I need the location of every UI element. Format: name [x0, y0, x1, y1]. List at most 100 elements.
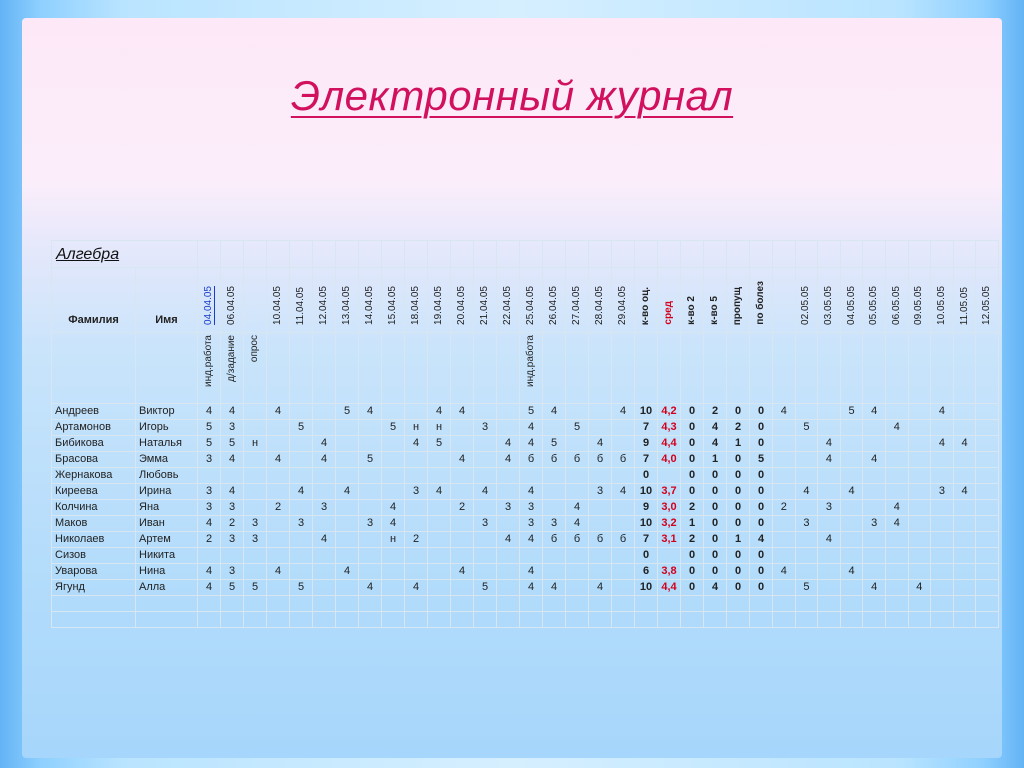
empty-cell [975, 579, 999, 596]
grade-cell [335, 451, 359, 468]
date-header: 11.05.05 [952, 267, 977, 333]
average-grade: 3,7 [657, 483, 681, 500]
empty-cell [839, 332, 864, 404]
student-row: Брасова Эмма 3 4 4 4 5 4 4 б б б б б 7 4,0 0 1 0 5 4 4 [51, 451, 999, 468]
empty-cell [289, 240, 313, 268]
empty-cell [975, 595, 999, 612]
grade-cell: 5 [197, 435, 221, 452]
surname-header: Фамилия [51, 267, 136, 333]
grade-cell [312, 547, 336, 564]
empty-cell [450, 240, 474, 268]
grade-cell [862, 499, 886, 516]
empty-cell [907, 332, 932, 404]
grade-cell [794, 563, 819, 580]
grade-cell: 4 [450, 451, 474, 468]
empty-cell [794, 332, 819, 404]
empty-cell [657, 240, 681, 268]
grade-cell: 4 [404, 435, 428, 452]
empty-cell [358, 240, 382, 268]
grade-cell: 3 [496, 499, 520, 516]
summary-header: сред [657, 267, 681, 333]
grade-cell [862, 547, 886, 564]
empty-cell [930, 611, 954, 628]
missed-count: 0 [726, 451, 750, 468]
grade-cell [839, 451, 864, 468]
grade-cell [862, 483, 886, 500]
missed-count: 0 [726, 467, 750, 484]
empty-cell [634, 332, 658, 404]
grade-cell: 3 [588, 483, 612, 500]
grade-cell: 5 [473, 579, 497, 596]
missed-count: 0 [726, 403, 750, 420]
grade-cell: 4 [450, 563, 474, 580]
grade-cell [312, 515, 336, 532]
empty-cell [542, 240, 566, 268]
student-surname: Бибикова [51, 435, 136, 452]
grade-cell: б [588, 531, 612, 548]
illness-count: 5 [749, 451, 773, 468]
grade-cell [817, 579, 841, 596]
grade-cell [266, 467, 290, 484]
missed-count: 2 [726, 419, 750, 436]
empty-cell [611, 611, 635, 628]
empty-cell [519, 240, 543, 268]
count-fives: 0 [703, 499, 727, 516]
grade-cell [381, 483, 405, 500]
grade-cell [335, 531, 359, 548]
date-header: 02.05.05 [794, 267, 819, 333]
grade-cell [220, 547, 244, 564]
grade-cell [381, 435, 405, 452]
grade-cell: 4 [884, 419, 909, 436]
grade-cell [907, 547, 932, 564]
grade-cell: 4 [312, 531, 336, 548]
grade-cell [839, 435, 864, 452]
grade-cell: 3 [794, 515, 819, 532]
empty-cell [634, 611, 658, 628]
grade-cell [907, 515, 932, 532]
grade-cell [473, 499, 497, 516]
empty-cell [839, 611, 864, 628]
grade-cell: 5 [289, 419, 313, 436]
work-type-header: опрос [243, 332, 267, 404]
grade-cell [930, 515, 954, 532]
grade-cell: 5 [519, 403, 543, 420]
grade-cell: 4 [907, 579, 932, 596]
empty-cell [450, 611, 474, 628]
illness-count: 0 [749, 547, 773, 564]
subject-label: Алгебра [51, 240, 198, 268]
grade-cell [588, 563, 612, 580]
grade-count: 0 [634, 467, 658, 484]
average-grade: 4,4 [657, 435, 681, 452]
grade-cell [884, 467, 909, 484]
grade-cell [473, 467, 497, 484]
date-header: 12.05.05 [975, 267, 999, 333]
count-twos: 0 [680, 483, 704, 500]
date-header-label: 28.04.05 [594, 286, 605, 325]
grade-count: 10 [634, 579, 658, 596]
grade-cell [266, 419, 290, 436]
empty-cell [817, 240, 841, 268]
grade-cell [839, 499, 864, 516]
average-grade: 4,2 [657, 403, 681, 420]
grade-cell [952, 579, 977, 596]
grade-cell: 3 [220, 419, 244, 436]
empty-row [51, 595, 999, 612]
grade-cell [427, 547, 451, 564]
grade-count: 10 [634, 515, 658, 532]
grade-cell [930, 579, 954, 596]
empty-cell [427, 595, 451, 612]
grade-cell [794, 435, 819, 452]
grade-cell: 4 [817, 531, 841, 548]
empty-cell [726, 611, 750, 628]
empty-cell [358, 595, 382, 612]
work-type-header [588, 332, 612, 404]
grade-cell [794, 531, 819, 548]
grade-cell [611, 435, 635, 452]
empty-cell [289, 595, 313, 612]
grade-cell [588, 547, 612, 564]
grade-cell [930, 531, 954, 548]
grade-cell [427, 531, 451, 548]
grade-cell: 4 [862, 579, 886, 596]
date-header-label: 09.05.05 [913, 286, 925, 325]
grade-cell: 3 [817, 499, 841, 516]
